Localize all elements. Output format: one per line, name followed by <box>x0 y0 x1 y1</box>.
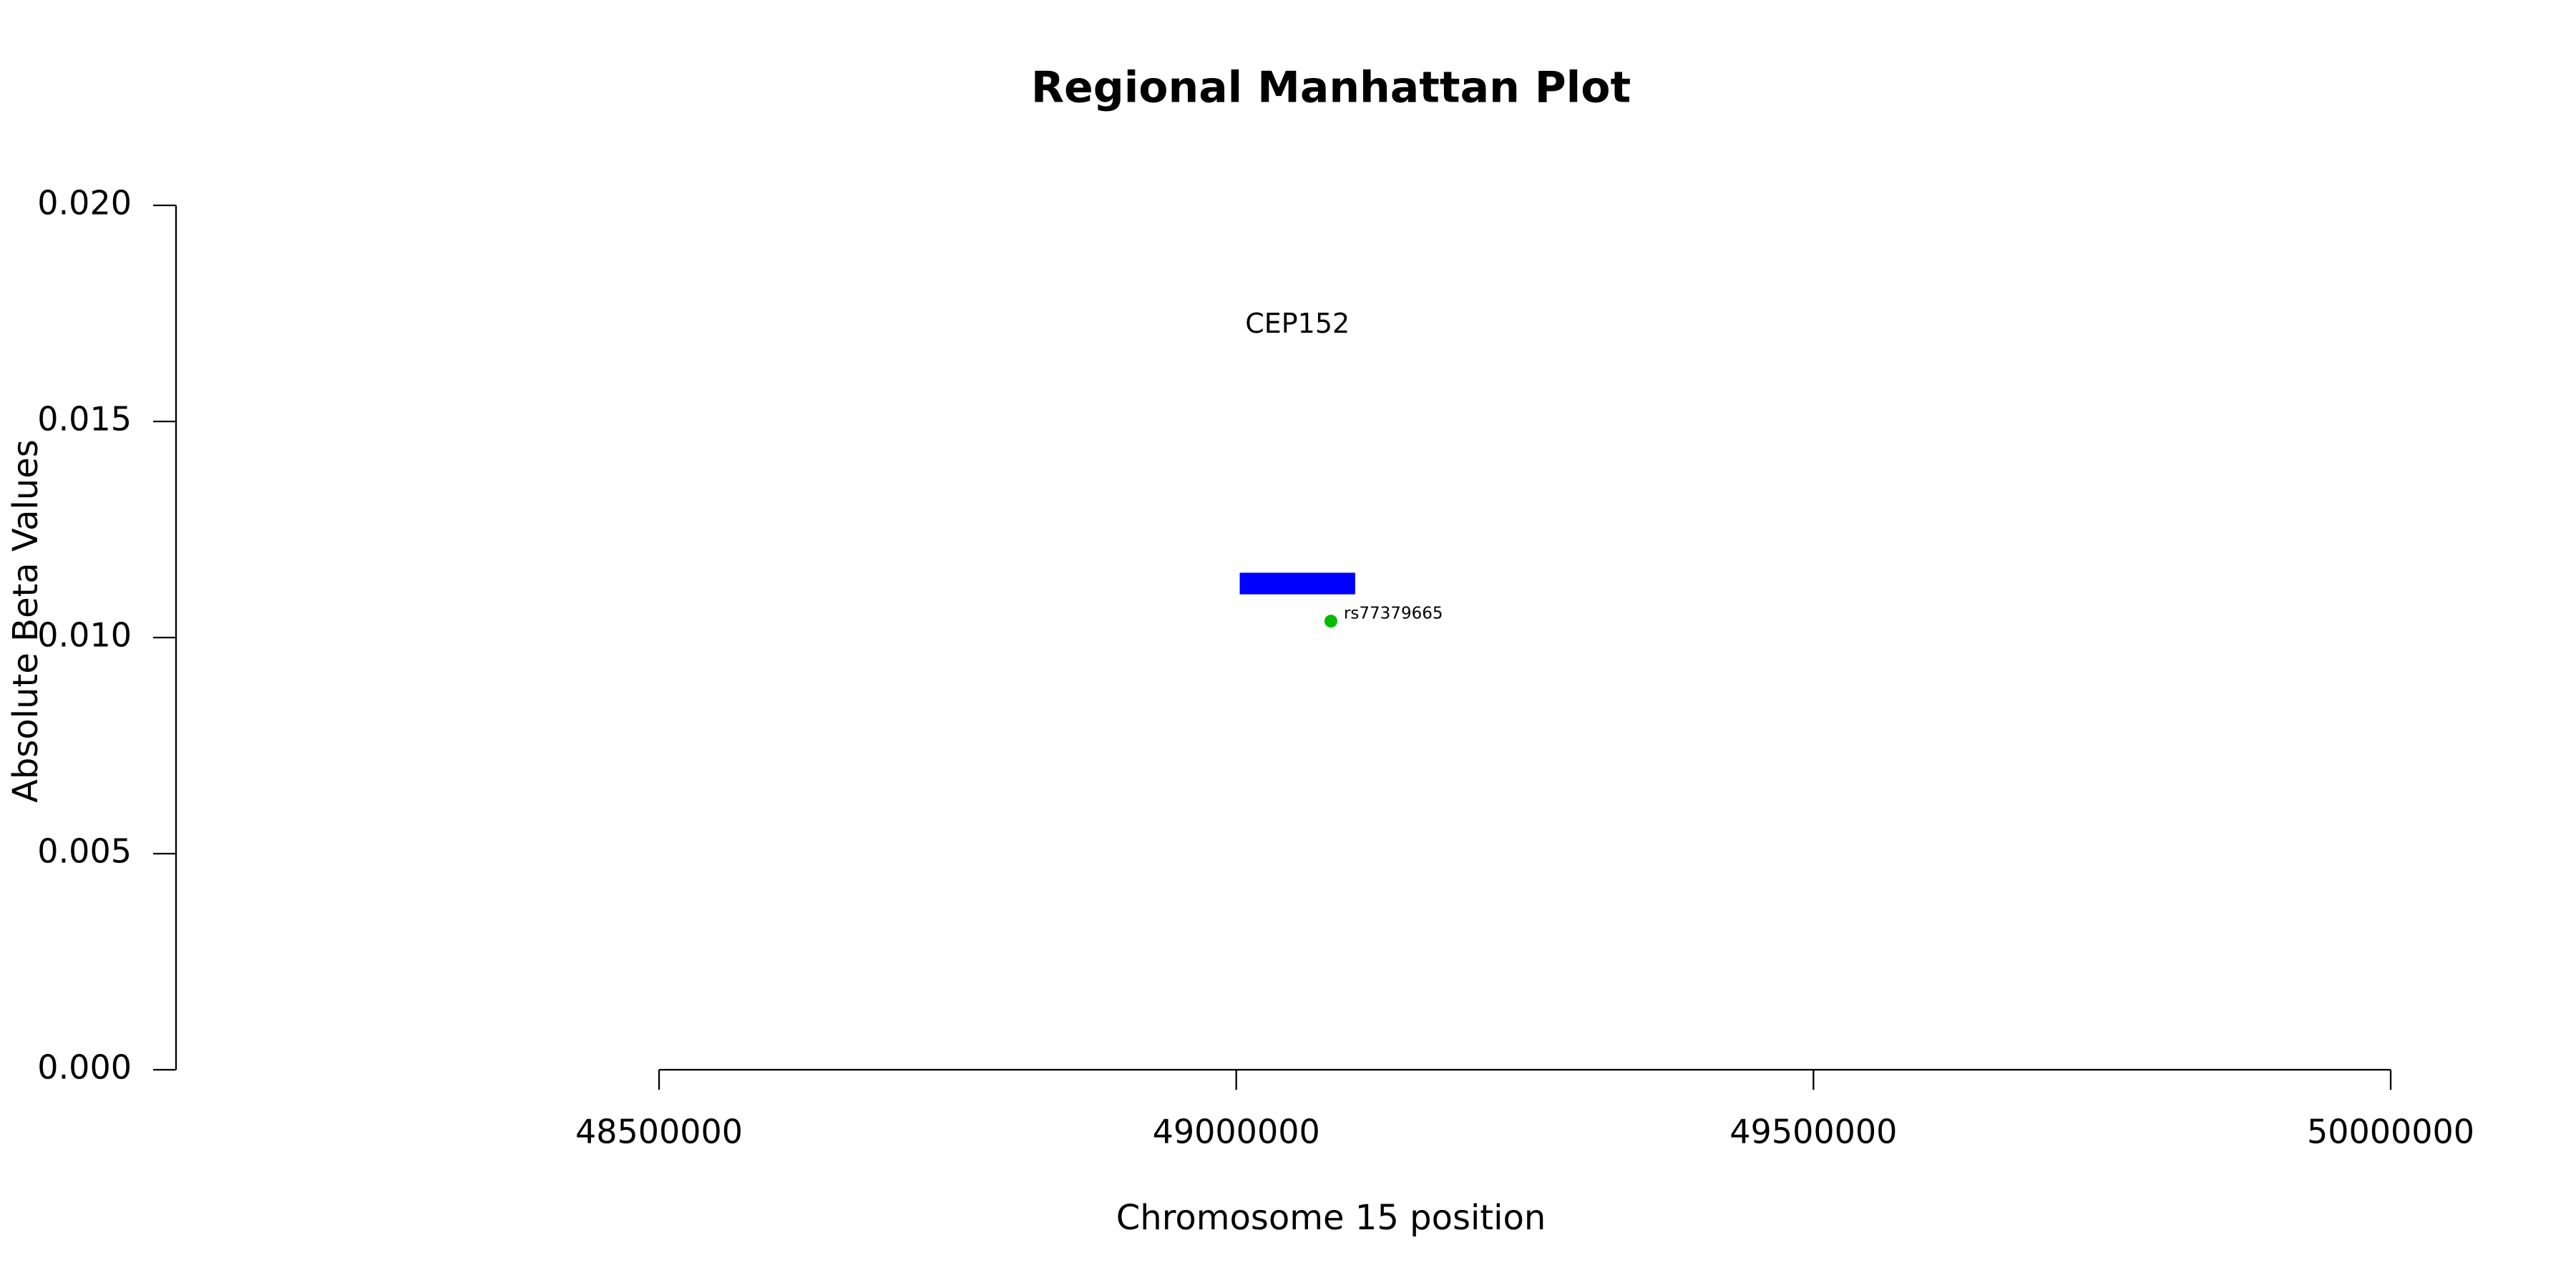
chart-title: Regional Manhattan Plot <box>1031 63 1631 113</box>
x-tick-label: 49000000 <box>1153 1113 1320 1151</box>
x-tick-label: 49500000 <box>1729 1113 1897 1151</box>
x-tick-label: 50000000 <box>2307 1113 2474 1151</box>
snp-label: rs77379665 <box>1344 605 1443 623</box>
gene-bar <box>1239 572 1355 595</box>
y-axis-label: Absolute Beta Values <box>6 439 46 803</box>
x-axis-label: Chromosome 15 position <box>1116 1198 1546 1238</box>
y-tick-label: 0.015 <box>37 400 132 439</box>
snp-point <box>1324 615 1337 628</box>
y-tick-label: 0.000 <box>37 1048 132 1087</box>
y-tick-label: 0.005 <box>37 832 132 871</box>
y-tick-label: 0.020 <box>37 184 132 223</box>
gene-label: CEP152 <box>1245 308 1350 339</box>
y-tick-label: 0.010 <box>37 616 132 655</box>
x-tick-label: 48500000 <box>575 1113 743 1151</box>
